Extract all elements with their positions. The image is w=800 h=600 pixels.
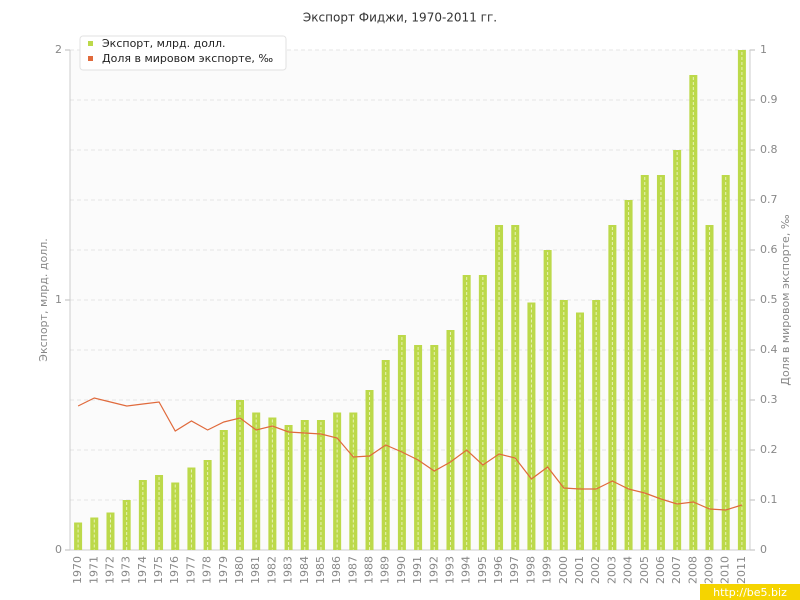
y-axis-label: Экспорт, млрд. долл. (37, 238, 50, 361)
y-tick-label: 0 (55, 543, 62, 556)
y-tick-label: 2 (55, 43, 62, 56)
x-tick-label: 1997 (508, 556, 521, 584)
x-tick-label: 2003 (605, 556, 618, 584)
y2-tick-label: 1 (760, 43, 767, 56)
x-tick-label: 1994 (460, 556, 473, 584)
x-tick-label: 2000 (557, 556, 570, 584)
x-tick-label: 1995 (476, 556, 489, 584)
x-tick-label: 2008 (686, 556, 699, 584)
x-tick-label: 1993 (443, 556, 456, 584)
legend-label: Доля в мировом экспорте, ‰ (102, 52, 273, 65)
y2-tick-label: 0.9 (760, 93, 778, 106)
x-tick-label: 1975 (152, 556, 165, 584)
line (77, 397, 743, 511)
y-tick-label: 1 (55, 293, 62, 306)
x-tick-label: 1973 (120, 556, 133, 584)
x-tick-label: 2006 (654, 556, 667, 584)
x-tick-label: 1972 (103, 556, 116, 584)
legend-swatch (88, 41, 93, 46)
y2-tick-label: 0.6 (760, 243, 778, 256)
x-tick-label: 1979 (217, 556, 230, 584)
x-tick-label: 2001 (573, 556, 586, 584)
y2-tick-label: 0.1 (760, 493, 778, 506)
x-tick-label: 1987 (346, 556, 359, 584)
x-tick-label: 1981 (249, 556, 262, 584)
x-tick-label: 1978 (201, 556, 214, 584)
x-tick-label: 1989 (379, 556, 392, 584)
watermark-bg (700, 584, 800, 600)
y2-axis-label: Доля в мировом экспорте, ‰ (779, 214, 792, 385)
x-tick-label: 1986 (330, 556, 343, 584)
x-tick-label: 2004 (622, 556, 635, 584)
legend-label: Экспорт, млрд. долл. (102, 37, 225, 50)
x-tick-label: 1983 (282, 556, 295, 584)
legend: Экспорт, млрд. долл. Доля в мировом экспо… (79, 35, 287, 71)
x-tick-label: 1970 (71, 556, 84, 584)
x-tick-label: 1999 (541, 556, 554, 584)
x-tick-label: 2011 (735, 556, 748, 584)
x-tick-label: 2007 (670, 556, 683, 584)
x-tick-label: 1971 (87, 556, 100, 584)
x-tick-label: 1998 (524, 556, 537, 584)
y2-tick-label: 0.3 (760, 393, 778, 406)
x-tick-label: 2005 (638, 556, 651, 584)
x-tick-label: 1992 (427, 556, 440, 584)
watermark: http://be5.biz (713, 586, 787, 599)
chart-title: Экспорт Фиджи, 1970-2011 гг. (303, 11, 497, 25)
x-tick-label: 1988 (363, 556, 376, 584)
legend-swatch (88, 56, 93, 61)
legend-box (79, 35, 287, 71)
y2-tick-label: 0.7 (760, 193, 778, 206)
bar (90, 517, 99, 550)
x-tick-label: 1985 (314, 556, 327, 584)
y2-tick-label: 0.8 (760, 143, 778, 156)
bar (187, 467, 196, 550)
x-tick-label: 2010 (719, 556, 732, 584)
x-tick-label: 1991 (411, 556, 424, 584)
x-tick-label: 1984 (298, 556, 311, 584)
x-tick-label: 2002 (589, 556, 602, 584)
y2-tick-label: 0.2 (760, 443, 778, 456)
bar (268, 417, 277, 550)
x-tick-label: 1990 (395, 556, 408, 584)
x-tick-label: 1977 (184, 556, 197, 584)
x-tick-label: 1974 (136, 556, 149, 584)
x-tick-label: 1980 (233, 556, 246, 584)
x-tick-label: 1982 (265, 556, 278, 584)
x-tick-label: 2009 (703, 556, 716, 584)
y2-tick-label: 0 (760, 543, 767, 556)
y2-tick-label: 0.5 (760, 293, 778, 306)
y2-tick-label: 0.4 (760, 343, 778, 356)
x-tick-label: 1976 (168, 556, 181, 584)
x-tick-label: 1996 (492, 556, 505, 584)
